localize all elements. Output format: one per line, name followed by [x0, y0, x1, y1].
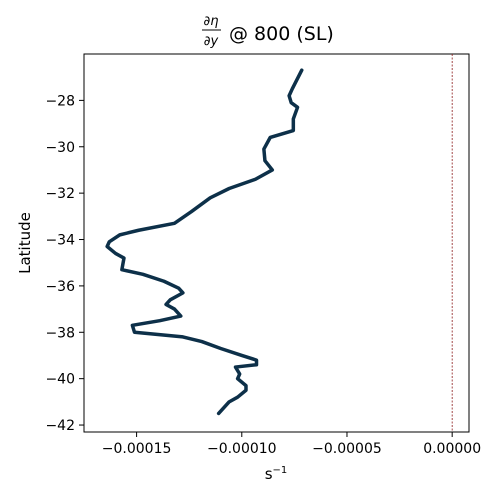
- x-tick-label: 0.00000: [423, 441, 481, 457]
- y-tick-label: −38: [45, 325, 75, 341]
- title-suffix: @ 800 (SL): [229, 23, 334, 45]
- y-tick-label: −28: [45, 93, 75, 109]
- chart-title: ∂η ∂y @ 800 (SL): [202, 14, 334, 49]
- y-tick-label: −32: [45, 186, 75, 202]
- y-tick-label: −42: [45, 418, 75, 434]
- x-axis-ticks: −0.00015 −0.00010 −0.00005 0.00000: [102, 432, 481, 457]
- y-axis-ticks: −28 −30 −32 −34 −36 −38 −40 −42: [45, 93, 84, 434]
- x-tick-label: −0.00015: [102, 441, 172, 457]
- y-axis-label: Latitude: [16, 212, 34, 274]
- x-tick-label: −0.00010: [207, 441, 277, 457]
- title-fraction-denominator: ∂y: [204, 34, 219, 49]
- y-tick-label: −34: [45, 233, 75, 249]
- y-tick-label: −30: [45, 140, 75, 156]
- title-fraction-numerator: ∂η: [204, 14, 219, 29]
- x-tick-label: −0.00005: [312, 441, 382, 457]
- plot-area: [83, 53, 470, 433]
- series-line: [105, 68, 304, 416]
- x-axis-label: s−1: [265, 465, 288, 483]
- y-tick-label: −36: [45, 279, 75, 295]
- y-tick-label: −40: [45, 372, 75, 388]
